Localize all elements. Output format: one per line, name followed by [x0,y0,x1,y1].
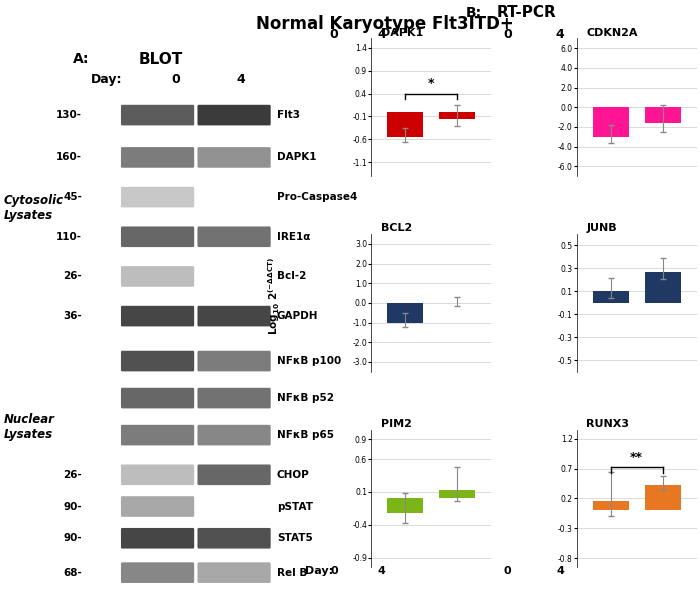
FancyBboxPatch shape [197,147,271,168]
Text: DAPK1: DAPK1 [277,152,316,163]
Text: Day:: Day: [304,566,332,576]
FancyBboxPatch shape [121,388,194,408]
Text: 4: 4 [556,28,564,41]
Text: 26-: 26- [63,271,82,281]
FancyBboxPatch shape [197,562,271,583]
FancyBboxPatch shape [121,105,194,125]
FancyBboxPatch shape [121,147,194,168]
Text: 36-: 36- [63,311,82,321]
FancyBboxPatch shape [121,350,194,371]
Text: 26-: 26- [63,470,82,480]
Text: NFκB p52: NFκB p52 [277,393,334,403]
Text: IRE1α: IRE1α [277,232,310,242]
Bar [592,291,629,303]
Text: RT-PCR: RT-PCR [497,5,556,20]
FancyBboxPatch shape [197,425,271,446]
Text: RUNX3: RUNX3 [587,419,629,429]
Bar [439,112,475,119]
Text: DAPK1: DAPK1 [381,28,423,38]
Text: Flt3: Flt3 [277,110,300,120]
Text: 4: 4 [377,566,386,576]
Bar [387,303,424,323]
Text: CHOP: CHOP [277,470,309,480]
Text: Pro-Caspase4: Pro-Caspase4 [277,192,357,202]
Text: Normal Karyotype Flt3ITD+: Normal Karyotype Flt3ITD+ [256,15,514,33]
Text: NFκB p65: NFκB p65 [277,430,334,440]
Text: *: * [428,77,434,90]
Text: 0: 0 [330,28,338,41]
FancyBboxPatch shape [121,187,194,207]
FancyBboxPatch shape [197,350,271,371]
Bar [592,502,629,511]
Text: 45-: 45- [63,192,82,202]
Text: CDKN2A: CDKN2A [587,28,638,38]
Text: 0: 0 [331,566,338,576]
Text: Nuclear
Lysates: Nuclear Lysates [4,413,55,441]
Text: Day:: Day: [91,73,122,86]
Text: 90-: 90- [63,533,82,543]
FancyBboxPatch shape [121,226,194,247]
Text: NFκB p100: NFκB p100 [277,356,341,366]
Text: 68-: 68- [63,567,82,577]
Bar [645,485,681,511]
Bar [645,272,681,303]
FancyBboxPatch shape [121,266,194,287]
Bar [645,108,681,123]
Text: JUNB: JUNB [587,223,617,233]
FancyBboxPatch shape [121,306,194,326]
FancyBboxPatch shape [197,105,271,125]
Text: 110-: 110- [56,232,82,242]
Text: A:: A: [73,51,90,66]
Text: GAPDH: GAPDH [277,311,318,321]
FancyBboxPatch shape [121,465,194,485]
Text: $\mathregular{Log_{10}\ 2^{(-\Delta\Delta CT)}}$: $\mathregular{Log_{10}\ 2^{(-\Delta\Delt… [267,256,282,335]
Text: 4: 4 [556,566,564,576]
FancyBboxPatch shape [197,465,271,485]
Text: Cytosolic
Lysates: Cytosolic Lysates [4,194,64,222]
Text: BCL2: BCL2 [381,223,412,233]
Text: PIM2: PIM2 [381,419,412,429]
Text: B:: B: [466,5,482,20]
Text: 4: 4 [237,73,246,86]
Bar [592,108,629,137]
FancyBboxPatch shape [197,306,271,326]
FancyBboxPatch shape [197,388,271,408]
Text: Bcl-2: Bcl-2 [277,271,307,281]
FancyBboxPatch shape [197,226,271,247]
Text: 160-: 160- [56,152,82,163]
Text: 0: 0 [503,28,512,41]
Text: **: ** [630,451,643,464]
FancyBboxPatch shape [121,425,194,446]
Text: 0: 0 [172,73,180,86]
Bar [387,112,424,137]
FancyBboxPatch shape [121,562,194,583]
Text: 0: 0 [504,566,511,576]
Bar [439,490,475,498]
FancyBboxPatch shape [121,528,194,548]
Text: BLOT: BLOT [139,51,183,67]
Text: 130-: 130- [56,110,82,120]
FancyBboxPatch shape [121,496,194,517]
Bar [387,498,424,513]
Text: Rel B: Rel B [277,567,307,577]
Text: 4: 4 [377,28,386,41]
Text: pSTAT: pSTAT [277,502,313,512]
Text: STAT5: STAT5 [277,533,313,543]
Text: 90-: 90- [63,502,82,512]
FancyBboxPatch shape [197,528,271,548]
